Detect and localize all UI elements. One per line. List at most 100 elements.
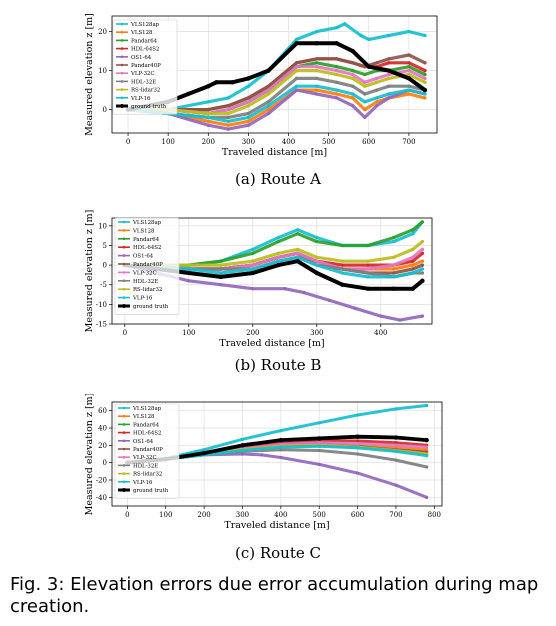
- x-tick-label: 300: [236, 511, 249, 519]
- legend-marker-0: [122, 406, 126, 410]
- series-point-10: [422, 87, 428, 93]
- series-point-4: [187, 279, 191, 283]
- legend-marker-3: [120, 47, 124, 50]
- series-point-2: [315, 61, 319, 65]
- series-point-4: [379, 314, 383, 318]
- series-point-7: [407, 84, 411, 88]
- subcaption-route-b: (b) Route B: [234, 356, 322, 374]
- x-tick-label: 100: [161, 138, 174, 146]
- series-point-7: [315, 76, 319, 80]
- series-point-4: [353, 306, 357, 310]
- series-point-9: [246, 115, 251, 119]
- y-tick-label: 5: [103, 242, 107, 250]
- series-point-2: [392, 236, 396, 240]
- series-point-2: [219, 259, 223, 263]
- series-point-0: [423, 33, 427, 38]
- series-point-0: [226, 96, 230, 100]
- series-point-4: [260, 453, 264, 457]
- series-point-2: [363, 72, 367, 77]
- series-point-8: [340, 259, 344, 263]
- legend-label-9: VLP-16: [130, 96, 151, 102]
- series-point-1: [392, 267, 396, 271]
- legend-label-1: VLS128: [130, 30, 153, 36]
- series-point-0: [246, 84, 251, 88]
- series-point-10: [393, 435, 399, 440]
- series-point-0: [294, 37, 299, 42]
- series-point-2: [351, 69, 355, 73]
- series-point-4: [294, 88, 299, 92]
- series-point-7: [340, 267, 344, 271]
- series-point-7: [246, 111, 251, 116]
- series-point-3: [411, 259, 415, 263]
- series-point-1: [335, 92, 339, 96]
- series-point-0: [206, 100, 210, 104]
- series-point-6: [315, 65, 319, 69]
- series-point-9: [317, 444, 321, 448]
- series-point-6: [266, 88, 271, 92]
- series-point-5: [335, 57, 339, 61]
- series-point-6: [394, 443, 398, 447]
- legend-marker-10: [120, 104, 124, 108]
- series-point-9: [251, 267, 255, 271]
- series-point-0: [202, 448, 206, 452]
- legend-label-9: VLP-16: [132, 296, 153, 302]
- series-point-7: [294, 76, 299, 80]
- legend-label-9: VLP-16: [132, 480, 153, 486]
- series-point-9: [363, 100, 367, 104]
- series-point-10: [294, 41, 299, 46]
- series-point-9: [266, 104, 271, 108]
- legend-label-7: HDL-32E: [133, 279, 158, 285]
- series-point-4: [226, 127, 230, 131]
- series-point-7: [366, 271, 370, 275]
- series-point-1: [411, 263, 415, 267]
- series-point-1: [315, 88, 319, 92]
- plot-frame: [111, 217, 433, 325]
- series-point-4: [240, 452, 245, 456]
- series-point-5: [375, 61, 379, 65]
- series-point-4: [355, 471, 360, 475]
- y-tick-label: 60: [98, 407, 107, 415]
- series-point-8: [266, 92, 271, 96]
- series-line-2: [123, 220, 424, 267]
- series-point-5: [266, 84, 271, 88]
- legend-marker-8: [120, 88, 124, 91]
- series-point-6: [363, 80, 367, 84]
- series-point-0: [394, 407, 398, 411]
- series-point-9: [411, 271, 415, 275]
- series-point-8: [206, 111, 210, 116]
- series-point-5: [206, 108, 210, 112]
- series-point-10: [350, 48, 355, 54]
- series-point-10: [186, 270, 191, 276]
- series-point-6: [411, 255, 415, 259]
- series-point-0: [387, 33, 391, 38]
- series-point-3: [387, 61, 391, 65]
- series-point-9: [375, 96, 379, 100]
- series-point-4: [328, 298, 332, 303]
- x-tick-label: 400: [374, 329, 387, 337]
- series-point-10: [317, 436, 322, 441]
- chart-route-b: 0 100 200 300 400 -15 -10 -5 0 5 10 Traveled distan…: [0, 204, 556, 354]
- series-point-10: [410, 286, 415, 291]
- legend-marker-2: [122, 423, 126, 426]
- legend-label-0: VLS128ap: [132, 406, 162, 412]
- subcaption-route-a: (a) Route A: [235, 170, 321, 188]
- series-point-4: [302, 290, 306, 295]
- series-point-8: [226, 111, 230, 116]
- series-point-6: [423, 76, 427, 80]
- series-point-6: [335, 69, 339, 73]
- x-axis-label: Traveled distance [m]: [224, 520, 329, 531]
- series-point-6: [355, 442, 360, 446]
- series-point-1: [407, 92, 411, 96]
- subcaption-route-c: (c) Route C: [234, 544, 321, 562]
- y-axis-label: Measured elevation z [m]: [84, 210, 95, 333]
- series-point-6: [294, 65, 299, 69]
- x-tick-label: 500: [322, 138, 335, 146]
- y-tick-label: -40: [96, 494, 107, 502]
- legend-marker-0: [122, 220, 126, 224]
- series-point-3: [355, 439, 360, 443]
- legend-label-3: HDL-64S2: [133, 431, 161, 437]
- legend-label-8: RS-lidar32: [133, 287, 162, 293]
- series-point-10: [420, 278, 425, 284]
- x-tick-label: 100: [159, 511, 172, 519]
- series-point-4: [387, 96, 391, 100]
